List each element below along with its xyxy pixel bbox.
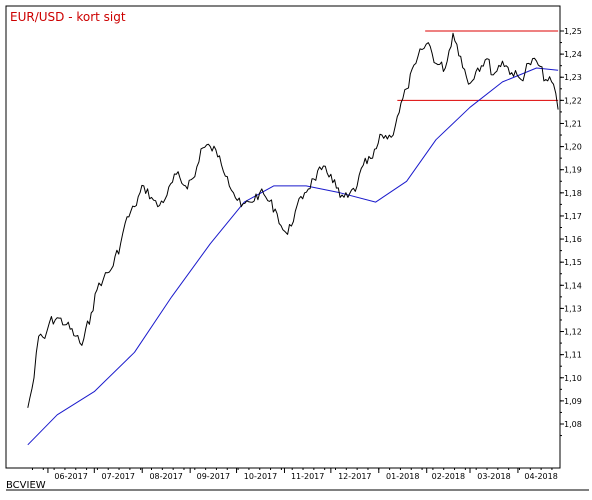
- moving-average-line: [27, 67, 559, 446]
- chart-title: EUR/USD - kort sigt: [10, 10, 126, 24]
- y-tick-label: 1,18: [564, 189, 582, 198]
- y-tick-label: 1,14: [564, 281, 582, 290]
- y-tick-label: 1,12: [564, 328, 582, 337]
- x-tick-label: 09-2017: [197, 472, 230, 481]
- x-tick-label: 06-2017: [54, 472, 87, 481]
- source-label: BCVIEW: [6, 480, 46, 491]
- reference-lines: [397, 30, 559, 101]
- y-tick-label: 1,08: [564, 420, 582, 429]
- y-tick-label: 1,13: [564, 304, 582, 313]
- x-tick-label: 08-2017: [149, 472, 182, 481]
- y-tick-label: 1,20: [564, 143, 582, 152]
- plot-frame: [5, 5, 561, 469]
- y-axis: 1,08 1,09 1,10 1,11 1,12 1,13 1,14 1,15 1,16 1,17…: [560, 27, 582, 437]
- y-tick-label: 1,24: [564, 50, 582, 59]
- y-tick-label: 1,10: [564, 374, 582, 383]
- y-tick-label: 1,09: [564, 397, 582, 406]
- series-lines: [27, 32, 559, 446]
- x-tick-label: 10-2017: [244, 472, 277, 481]
- y-tick-label: 1,11: [564, 351, 582, 360]
- y-tick-label: 1,16: [564, 235, 582, 244]
- y-tick-label: 1,21: [564, 119, 582, 128]
- x-tick-label: 02-2018: [432, 472, 465, 481]
- x-axis: 06-2017 07-2017 08-2017 09-2017 10-2017 11-20…: [31, 468, 558, 481]
- x-tick-label: 04-2018: [524, 472, 557, 481]
- y-tick-label: 1,25: [564, 27, 582, 36]
- x-tick-label: 01-2018: [386, 472, 419, 481]
- y-tick-label: 1,17: [564, 212, 582, 221]
- x-tick-label: 03-2018: [477, 472, 510, 481]
- x-tick-label: 07-2017: [102, 472, 135, 481]
- y-tick-label: 1,23: [564, 73, 582, 82]
- y-tick-label: 1,15: [564, 258, 582, 267]
- x-tick-label: 12-2017: [338, 472, 371, 481]
- y-tick-label: 1,22: [564, 96, 582, 105]
- y-tick-label: 1,19: [564, 166, 582, 175]
- price-line: [27, 32, 559, 408]
- x-tick-label: 11-2017: [291, 472, 324, 481]
